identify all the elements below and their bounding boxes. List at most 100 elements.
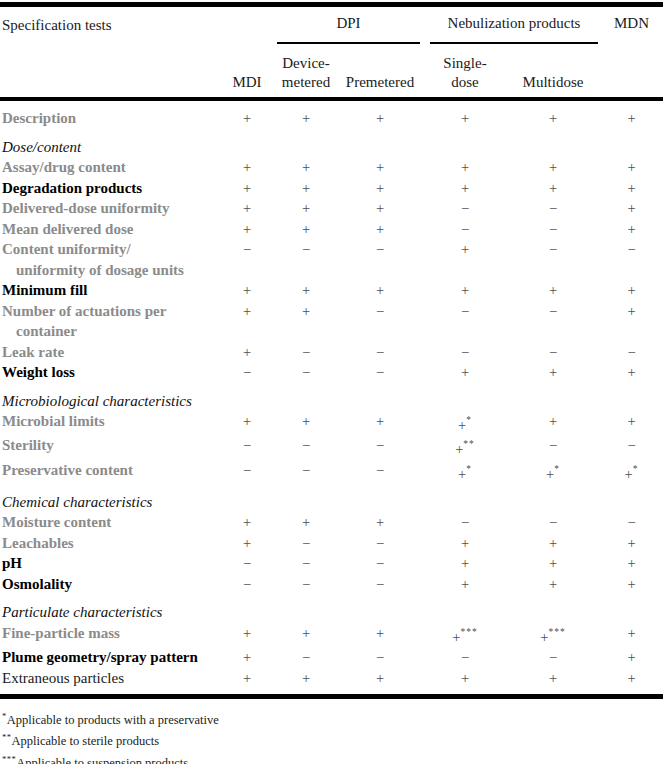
column-header-specification-tests: Specification tests [2,17,112,34]
minus-symbol-cell: − [276,533,336,554]
test-label: Leak rate [0,342,218,363]
minus-symbol-cell: − [424,647,506,668]
plus-symbol-cell: + [600,574,663,595]
plus-symbol-cell: + [336,623,424,644]
footnote-sterile: **Applicable to sterile products [2,729,663,750]
plus-symbol-cell: + [424,239,506,260]
plus-symbol-cell: + [600,178,663,199]
table-row: Moisture content+++−−− [0,512,663,533]
plus-symbol-cell: + [218,301,276,322]
plus-symbol-cell: + [276,668,336,689]
minus-symbol-cell: − [276,435,336,456]
table-row: Number of actuations percontainer++−−−+ [0,301,663,342]
minus-symbol-cell: − [276,574,336,595]
test-label: Assay/drug content [0,157,218,178]
plus-symbol-cell: + [218,623,276,644]
test-label: Degradation products [0,178,218,199]
table-row: Assay/drug content++++++ [0,157,663,178]
column-header-premetered: Premetered [336,73,424,92]
table-row: Leak rate+−−−−− [0,342,663,363]
scanned-table-page: Specification tests DPI Nebulization pro… [0,0,663,764]
minus-symbol-cell: − [600,435,663,456]
column-header-single-dose: Single- dose [424,54,506,92]
section-header-row: Particulate characteristics [0,602,663,623]
test-label: Leachables [0,533,218,554]
plus-symbol-cell: + [336,108,424,129]
test-label: Moisture content [0,512,218,533]
column-header-device-metered: Device- metered [276,54,336,92]
section-label: Microbiological characteristics [0,393,192,409]
table-row: Plume geometry/spray pattern+−−−−+ [0,647,663,668]
table-row: Delivered-dose uniformity+++−−+ [0,198,663,219]
plus-symbol-cell: + [336,512,424,533]
plus-symbol-cell: +* [600,460,663,484]
minus-symbol-cell: − [600,239,663,260]
minus-symbol-cell: − [600,342,663,363]
plus-symbol-cell: + [506,157,600,178]
table-row: Leachables+−−+++ [0,533,663,554]
test-label: Delivered-dose uniformity [0,198,218,219]
table-row: pH−−−+++ [0,553,663,574]
plus-symbol-cell: + [424,157,506,178]
plus-symbol-cell: + [424,533,506,554]
plus-symbol-cell: + [506,280,600,301]
table-row: Content uniformity/uniformity of dosage … [0,239,663,280]
plus-symbol-cell: + [218,178,276,199]
plus-symbol-cell: + [600,157,663,178]
test-label: pH [0,553,218,574]
plus-symbol-cell: +** [424,435,506,459]
plus-symbol-cell: + [600,623,663,644]
minus-symbol-cell: − [424,198,506,219]
column-group-nebulization-label: Nebulization products [448,15,581,31]
plus-symbol-cell: + [276,623,336,644]
plus-symbol-cell: + [506,108,600,129]
minus-symbol-cell: − [276,239,336,260]
column-group-dpi-label: DPI [336,15,360,31]
footnote-marker: * [554,464,560,474]
minus-symbol-cell: − [506,342,600,363]
plus-symbol-cell: + [506,178,600,199]
test-label: Content uniformity/uniformity of dosage … [0,239,218,280]
plus-symbol-cell: + [600,280,663,301]
test-label: Preservative content [0,460,218,481]
plus-symbol-cell: + [276,178,336,199]
plus-symbol-cell: + [218,647,276,668]
footnotes: *Applicable to products with a preservat… [0,699,663,764]
minus-symbol-cell: − [218,435,276,456]
plus-symbol-cell: + [600,668,663,689]
minus-symbol-cell: − [276,553,336,574]
plus-symbol-cell: + [600,411,663,432]
footnote-text: Applicable to sterile products [12,735,160,749]
plus-symbol-cell: + [218,198,276,219]
plus-symbol-cell: + [336,411,424,432]
minus-symbol-cell: − [336,574,424,595]
minus-symbol-cell: − [506,512,600,533]
plus-symbol-cell: + [600,198,663,219]
plus-symbol-cell: + [424,553,506,574]
test-label: Extraneous particles [0,668,218,689]
table-row: Sterility−−−+**−− [0,435,663,459]
plus-symbol-cell: + [276,512,336,533]
section-header-row: Dose/content [0,137,663,158]
plus-symbol-cell: + [424,178,506,199]
table-body: Description++++++Dose/contentAssay/drug … [0,101,663,694]
footnote-marker: * [466,464,472,474]
test-label: Plume geometry/spray pattern [0,647,218,668]
footnote-marker: ** [2,732,12,742]
test-label: Minimum fill [0,280,218,301]
plus-symbol-cell: + [424,574,506,595]
minus-symbol-cell: − [506,301,600,322]
section-label: Particulate characteristics [0,604,162,620]
minus-symbol-cell: − [336,647,424,668]
test-label: Sterility [0,435,218,456]
section-label: Dose/content [0,139,81,155]
plus-symbol-cell: +* [506,460,600,484]
minus-symbol-cell: − [424,301,506,322]
plus-symbol-cell: + [218,108,276,129]
table-row: Preservative content−−−+*+*+* [0,460,663,484]
footnote-marker: * [633,464,639,474]
column-header-mdn: MDN [600,15,663,32]
plus-symbol-cell: + [424,668,506,689]
plus-symbol-cell: + [336,280,424,301]
table-header: Specification tests DPI Nebulization pro… [0,7,663,97]
